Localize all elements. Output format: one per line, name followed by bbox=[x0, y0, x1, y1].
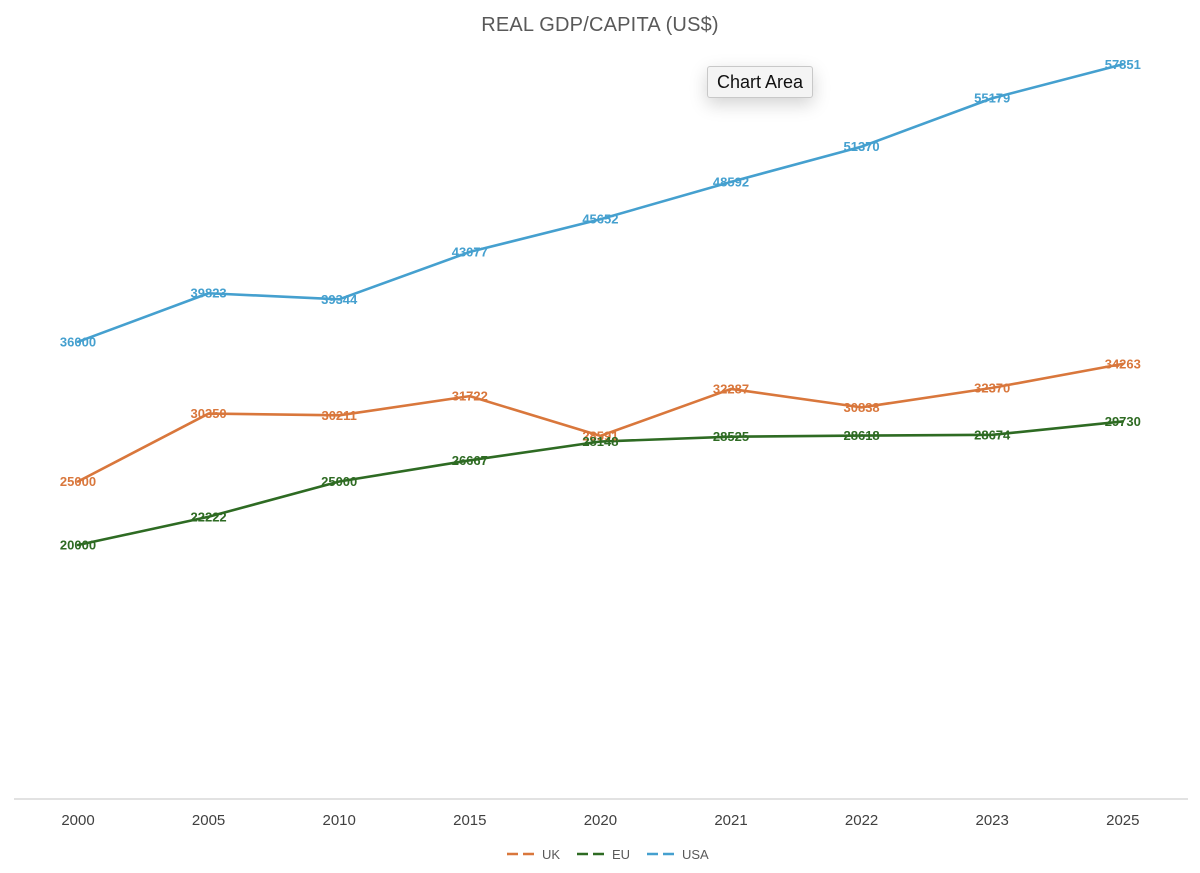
data-label-usa: 43077 bbox=[452, 244, 488, 259]
data-label-uk: 32287 bbox=[713, 381, 749, 396]
data-label-uk: 34263 bbox=[1105, 356, 1141, 371]
x-tick-label: 2015 bbox=[453, 812, 486, 829]
data-label-usa: 48592 bbox=[713, 174, 749, 189]
x-tick-label: 2021 bbox=[714, 812, 747, 829]
chart-area-tooltip: Chart Area bbox=[707, 66, 814, 98]
data-label-uk: 30838 bbox=[844, 400, 880, 415]
x-tick-label: 2020 bbox=[584, 812, 617, 829]
data-label-uk: 31722 bbox=[452, 389, 488, 404]
x-tick-label: 2000 bbox=[61, 812, 94, 829]
legend-item-uk[interactable]: UK bbox=[507, 847, 560, 862]
data-label-eu: 20000 bbox=[60, 538, 96, 553]
data-label-usa: 57851 bbox=[1105, 57, 1141, 72]
legend-item-usa[interactable]: USA bbox=[647, 847, 709, 862]
legend-label: UK bbox=[542, 847, 560, 862]
data-label-eu: 26667 bbox=[452, 453, 488, 468]
series-line-uk[interactable] bbox=[76, 362, 1125, 483]
data-label-usa: 51370 bbox=[844, 139, 880, 154]
x-tick-label: 2010 bbox=[323, 812, 356, 829]
data-label-uk: 25000 bbox=[60, 474, 96, 489]
series-line-usa[interactable] bbox=[76, 62, 1125, 344]
data-label-eu: 25000 bbox=[321, 474, 357, 489]
x-tick-label: 2023 bbox=[976, 812, 1009, 829]
data-label-usa: 55179 bbox=[974, 91, 1010, 106]
x-tick-label: 2005 bbox=[192, 812, 225, 829]
data-label-eu: 28674 bbox=[974, 427, 1011, 442]
series-line-eu[interactable] bbox=[76, 420, 1125, 547]
data-label-uk: 30350 bbox=[191, 406, 227, 421]
legend[interactable]: UK EU USA bbox=[507, 847, 709, 862]
x-axis: 2000 2005 2010 2015 2020 2021 2022 2023 2025 bbox=[14, 798, 1188, 829]
series-lines bbox=[76, 62, 1125, 547]
legend-item-eu[interactable]: EU bbox=[577, 847, 630, 862]
data-label-uk: 32370 bbox=[974, 380, 1010, 395]
data-label-eu: 28618 bbox=[844, 428, 880, 443]
data-label-eu: 28525 bbox=[713, 429, 749, 444]
legend-label: USA bbox=[682, 847, 709, 862]
data-label-uk: 28591 bbox=[582, 428, 618, 443]
data-label-uk: 30211 bbox=[321, 408, 356, 423]
data-label-eu: 28148 bbox=[582, 434, 618, 449]
data-label-eu: 22222 bbox=[191, 509, 227, 524]
chart-title: REAL GDP/CAPITA (US$) bbox=[481, 14, 719, 36]
x-tick-label: 2022 bbox=[845, 812, 878, 829]
data-label-usa: 36000 bbox=[60, 334, 96, 349]
data-label-usa: 45652 bbox=[582, 212, 618, 227]
data-label-usa: 39823 bbox=[191, 286, 227, 301]
data-label-usa: 39344 bbox=[321, 292, 358, 307]
data-labels: 25000 30350 30211 31722 28591 32287 30838 32370… bbox=[60, 57, 1141, 553]
data-label-eu: 29730 bbox=[1105, 414, 1141, 429]
legend-label: EU bbox=[612, 847, 630, 862]
x-tick-label: 2025 bbox=[1106, 812, 1139, 829]
